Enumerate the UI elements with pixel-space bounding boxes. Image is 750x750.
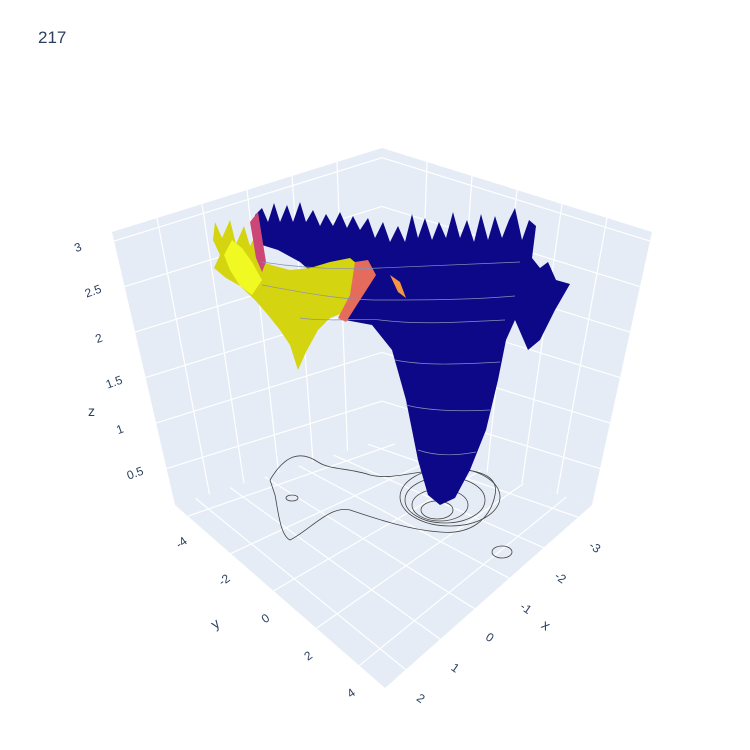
contour-outer <box>269 455 496 541</box>
x-gridline-floor <box>368 443 579 518</box>
x-tick-label: 2 <box>414 691 428 706</box>
y-axis-label: y <box>208 615 223 632</box>
surface-high-region[interactable] <box>213 220 362 370</box>
z-tick-label: 1 <box>114 422 125 438</box>
surface-transition-band-2 <box>338 260 376 322</box>
y-tick-label: -4 <box>173 534 190 552</box>
z-tick-label: 0.5 <box>125 464 146 483</box>
z-axis-ticks: 0.5 1 1.5 2 2.5 3 <box>72 240 145 483</box>
wall-vgrid-left <box>156 217 211 495</box>
x-gridline-floor <box>298 465 510 579</box>
surface-contours <box>261 261 521 456</box>
y-tick-label: 2 <box>301 648 315 663</box>
surface-transition-band <box>250 212 266 272</box>
x-tick-label: 1 <box>449 660 463 675</box>
x-tick-label: -3 <box>587 538 604 556</box>
y-tick-label: -2 <box>216 571 233 589</box>
y-gridline-floor <box>358 496 567 667</box>
y-tick-label: 0 <box>259 611 273 626</box>
x-gridline-floor <box>229 487 441 640</box>
wall-vgrid-right <box>556 217 608 495</box>
x-axis-label: x <box>539 616 554 633</box>
contour-island <box>491 545 513 559</box>
y-gridline-floor <box>230 456 438 555</box>
z-tick-label: 1.5 <box>104 373 125 392</box>
chart-title: 217 <box>38 28 67 47</box>
wall-vgrid-left <box>246 189 280 473</box>
z-tick-label: 2.5 <box>83 282 104 301</box>
x-tick-label: 0 <box>483 630 497 645</box>
y-gridline-floor <box>187 443 396 517</box>
x-gridline-floor <box>264 476 476 610</box>
floor-pane <box>175 440 592 688</box>
wall-vgrid-right <box>521 203 563 484</box>
x-gridline-floor <box>195 498 407 671</box>
z-tick-label: 2 <box>93 331 104 347</box>
x-tick-label: -2 <box>552 569 569 587</box>
surface-trace[interactable] <box>213 202 570 505</box>
z-axis-label: z <box>88 403 95 419</box>
contour-small <box>285 494 299 502</box>
y-gridline-floor <box>316 483 524 629</box>
z-tick-label: 3 <box>72 240 83 256</box>
surface-transition-band-3 <box>390 275 406 298</box>
x-tick-label: -1 <box>518 599 535 617</box>
wall-vgrid-left <box>201 203 245 484</box>
y-tick-label: 4 <box>344 685 358 700</box>
surface-bright-patch <box>224 240 262 295</box>
